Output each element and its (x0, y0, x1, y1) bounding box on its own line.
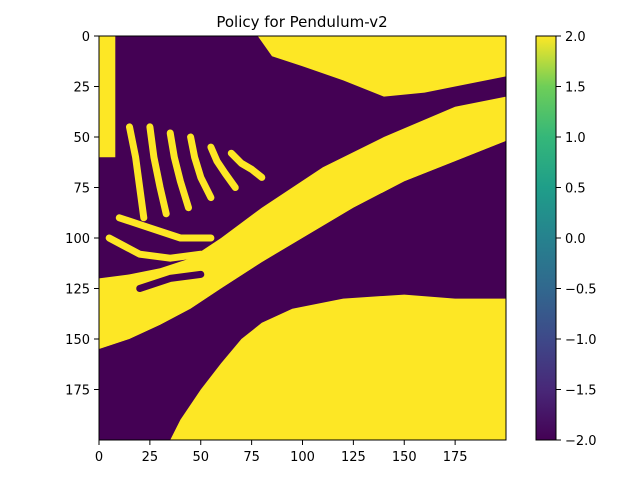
heatmap-stripe-1 (126, 123, 148, 222)
heatmap-region-2 (99, 96, 506, 350)
y-tick-label: 175 (65, 384, 90, 399)
colorbar-tick-label: 1.0 (565, 131, 586, 146)
colorbar-tick-label: 1.5 (565, 81, 586, 96)
x-tick-label: 25 (142, 450, 159, 465)
y-tick-label: 125 (65, 283, 90, 298)
heatmap-stripe-6 (227, 149, 266, 181)
x-tick-label: 100 (290, 450, 315, 465)
colorbar-axis: 2.0 1.5 1.0 0.5 0.0 −0.5 −1.0 −1.5 −2.0 (556, 30, 597, 449)
x-axis: 0 25 50 75 100 125 150 175 (95, 440, 468, 465)
colorbar-tick-label: −1.0 (565, 333, 597, 348)
colorbar-tick-label: 0.0 (565, 232, 586, 247)
y-tick-label: 50 (73, 131, 90, 146)
y-tick-label: 150 (65, 333, 90, 348)
heatmap-stripe-8 (105, 234, 205, 262)
chart-title: Policy for Pendulum-v2 (216, 13, 387, 31)
x-tick-label: 75 (243, 450, 260, 465)
heatmap-stripe-7 (115, 214, 215, 242)
y-tick-label: 100 (65, 232, 90, 247)
heatmap-region-4 (170, 294, 506, 440)
x-tick-label: 175 (443, 450, 468, 465)
x-tick-label: 50 (192, 450, 209, 465)
y-tick-label: 75 (73, 182, 90, 197)
colorbar-tick-label: −0.5 (565, 283, 597, 298)
colorbar-tick-label: −2.0 (565, 434, 597, 449)
colorbar-tick-label: 2.0 (565, 30, 586, 45)
heatmap-plot-area (99, 36, 506, 440)
heatmap-region-1 (99, 36, 506, 279)
heatmap-region-3 (99, 141, 506, 440)
y-axis: 0 25 50 75 100 125 150 175 (65, 30, 99, 399)
heatmap-stripe-9 (136, 270, 205, 292)
heatmap-stripe-3 (166, 129, 192, 212)
x-tick-label: 0 (95, 450, 103, 465)
colorbar (535, 35, 557, 441)
heatmap-stripe-2 (146, 123, 170, 218)
colorbar-tick-label: −1.5 (565, 384, 597, 399)
heatmap-region-5 (99, 36, 116, 158)
x-tick-label: 150 (392, 450, 417, 465)
heatmap-region-6 (257, 36, 506, 97)
colorbar-tick-label: 0.5 (565, 182, 586, 197)
heatmap-stripe-4 (187, 133, 215, 202)
y-tick-label: 25 (73, 81, 90, 96)
x-tick-label: 125 (341, 450, 366, 465)
y-tick-label: 0 (82, 30, 90, 45)
heatmap-stripe-5 (207, 143, 239, 191)
